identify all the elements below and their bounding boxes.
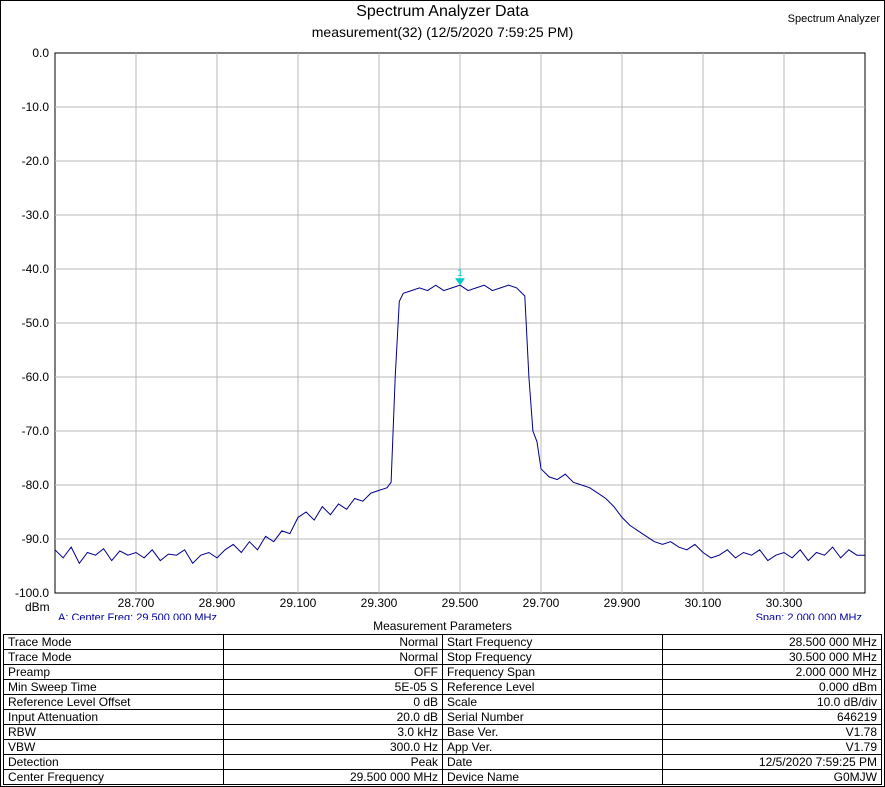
y-tick-label: -100.0	[15, 586, 49, 600]
y-tick-label: -40.0	[22, 262, 50, 276]
x-tick-label: 29.500	[442, 596, 479, 610]
span-overlay: Span: 2.000 000 MHz	[756, 612, 862, 620]
measurement-parameters-table: Trace Mode Normal Start Frequency 28.500 00…	[3, 634, 882, 785]
x-tick-label: 29.300	[361, 596, 398, 610]
spectrum-plot: 0.0 -10.0 -20.0 -30.0 -40.0 -50.0 -60.0 -70.0 -8…	[15, 46, 866, 620]
param-value: 0.000 dBm	[661, 679, 882, 695]
y-tick-label: 0.0	[32, 46, 49, 60]
param-value: G0MJW	[661, 769, 882, 785]
center-freq-overlay: A: Center Freq: 29.500 000 MHz	[58, 612, 217, 620]
x-tick-labels: 28.700 28.900 29.100 29.300 29.500 29.700 29.9…	[118, 596, 803, 610]
y-tick-label: -80.0	[22, 478, 50, 492]
marker-1: 1	[455, 268, 465, 286]
param-value: V1.78	[661, 724, 882, 740]
param-label: Reference Level	[442, 679, 663, 695]
param-value: 3.0 kHz	[222, 724, 443, 740]
param-row: Trace Mode Normal Stop Frequency 30.500 000…	[3, 649, 882, 665]
param-label: Device Name	[442, 769, 663, 785]
x-tick-label: 28.900	[199, 596, 236, 610]
param-row: Detection Peak Date 12/5/2020 7:59:25 PM	[3, 754, 882, 770]
param-value: Peak	[222, 754, 443, 770]
x-tick-label: 29.700	[523, 596, 560, 610]
marker-label: 1	[457, 268, 463, 279]
param-row: RBW 3.0 kHz Base Ver. V1.78	[3, 724, 882, 740]
param-label: Trace Mode	[3, 634, 224, 650]
y-tick-label: -10.0	[22, 100, 50, 114]
param-row: Min Sweep Time 5E-05 S Reference Level 0.00…	[3, 679, 882, 695]
param-label: Start Frequency	[442, 634, 663, 650]
chart-subtitle: measurement(32) (12/5/2020 7:59:25 PM)	[311, 24, 574, 40]
param-value: Normal	[222, 649, 443, 665]
param-label: RBW	[3, 724, 224, 740]
y-tick-label: -90.0	[22, 532, 50, 546]
x-tick-label: 29.100	[280, 596, 317, 610]
param-value: 28.500 000 MHz	[661, 634, 882, 650]
y-tick-label: -30.0	[22, 208, 50, 222]
y-tick-label: -50.0	[22, 316, 50, 330]
param-row: VBW 300.0 Hz App Ver. V1.79	[3, 739, 882, 755]
app-label: Spectrum Analyzer	[787, 13, 880, 25]
param-value: V1.79	[661, 739, 882, 755]
param-label: App Ver.	[442, 739, 663, 755]
param-row: Center Frequency 29.500 000 MHz Device Nam…	[3, 769, 882, 785]
param-label: Stop Frequency	[442, 649, 663, 665]
x-tick-label: 29.900	[604, 596, 641, 610]
param-row: Trace Mode Normal Start Frequency 28.500 00…	[3, 634, 882, 650]
param-value: OFF	[222, 664, 443, 680]
param-value: 12/5/2020 7:59:25 PM	[661, 754, 882, 770]
param-label: Serial Number	[442, 709, 663, 725]
param-row: Preamp OFF Frequency Span 2.000 000 MHz	[3, 664, 882, 680]
param-label: Input Attenuation	[3, 709, 224, 725]
param-row: Reference Level Offset 0 dB Scale 10.0 dB/d…	[3, 694, 882, 710]
params-title: Measurement Parameters	[373, 619, 512, 633]
param-value: 5E-05 S	[222, 679, 443, 695]
param-label: Preamp	[3, 664, 224, 680]
y-axis-label: dBm	[25, 600, 50, 614]
y-tick-label: -20.0	[22, 154, 50, 168]
param-label: Scale	[442, 694, 663, 710]
param-label: Date	[442, 754, 663, 770]
y-tick-labels: 0.0 -10.0 -20.0 -30.0 -40.0 -50.0 -60.0 -70.0 -8…	[15, 46, 49, 600]
param-value: 29.500 000 MHz	[222, 769, 443, 785]
param-value: 10.0 dB/div	[661, 694, 882, 710]
param-value: 300.0 Hz	[222, 739, 443, 755]
param-label: Base Ver.	[442, 724, 663, 740]
grid-lines	[55, 53, 865, 593]
chart-title: Spectrum Analyzer Data	[356, 3, 529, 20]
param-label: Min Sweep Time	[3, 679, 224, 695]
x-tick-label: 30.100	[685, 596, 722, 610]
param-value: 30.500 000 MHz	[661, 649, 882, 665]
param-value: 646219	[661, 709, 882, 725]
param-label: Detection	[3, 754, 224, 770]
marker-triangle	[455, 278, 465, 286]
param-value: 20.0 dB	[222, 709, 443, 725]
y-tick-label: -60.0	[22, 370, 50, 384]
param-label: Center Frequency	[3, 769, 224, 785]
param-label: Reference Level Offset	[3, 694, 224, 710]
x-tick-label: 30.300	[766, 596, 803, 610]
param-label: Frequency Span	[442, 664, 663, 680]
y-tick-label: -70.0	[22, 424, 50, 438]
x-tick-label: 28.700	[118, 596, 155, 610]
param-label: Trace Mode	[3, 649, 224, 665]
param-row: Input Attenuation 20.0 dB Serial Number 646…	[3, 709, 882, 725]
param-value: Normal	[222, 634, 443, 650]
param-label: VBW	[3, 739, 224, 755]
param-value: 0 dB	[222, 694, 443, 710]
param-value: 2.000 000 MHz	[661, 664, 882, 680]
